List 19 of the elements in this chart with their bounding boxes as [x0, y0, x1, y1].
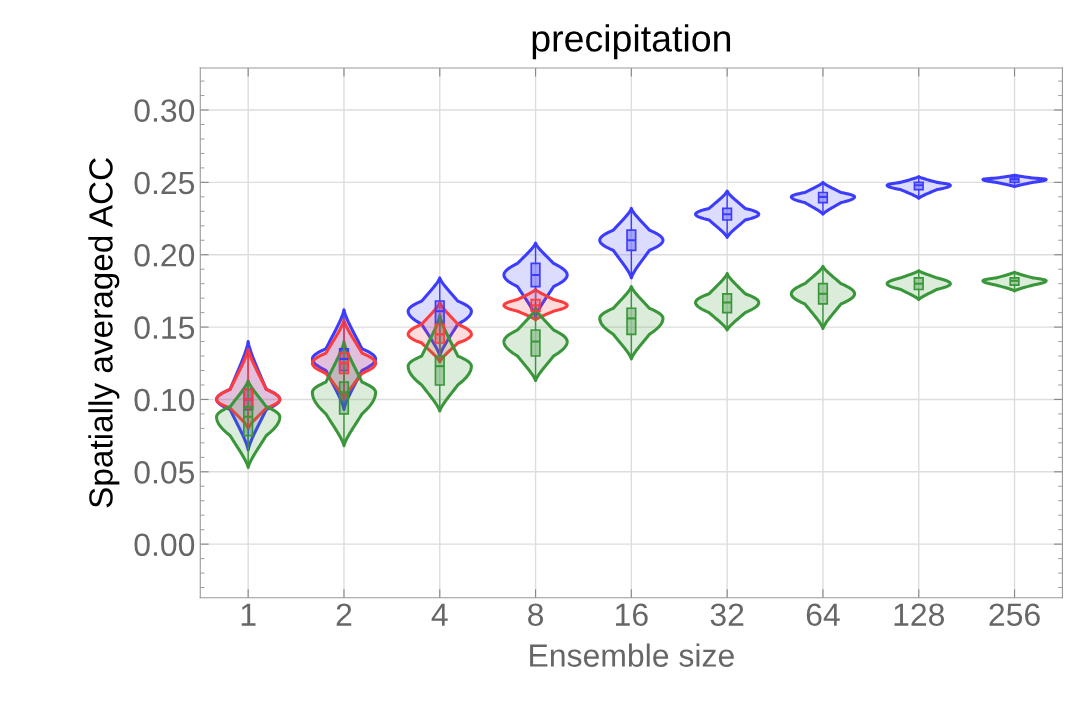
y-axis-title: Spatially averaged ACC: [88, 158, 120, 508]
y-tick-label: 0.20: [134, 244, 195, 267]
x-tick-label: 1: [241, 603, 256, 626]
x-axis-title: Ensemble size: [530, 643, 734, 667]
y-tick-label: 0.10: [134, 388, 195, 412]
x-tick-label: 128: [894, 603, 944, 627]
x-tick-label: 32: [710, 603, 744, 627]
x-tick-label: 2: [336, 603, 352, 626]
x-tick-label: 256: [989, 603, 1040, 627]
x-tick-label: 16: [616, 603, 648, 627]
y-tick-label: 0.30: [134, 99, 195, 122]
x-tick-label: 8: [528, 603, 544, 627]
y-tick-label: 0.15: [134, 316, 195, 339]
x-tick-label: 4: [431, 603, 448, 626]
x-tick-label: 64: [806, 603, 840, 627]
y-tick-label: 0.00: [134, 533, 195, 557]
chart-title: precipitation: [532, 24, 731, 60]
y-tick-label: 0.25: [134, 171, 195, 195]
y-tick-label: 0.05: [134, 461, 195, 484]
